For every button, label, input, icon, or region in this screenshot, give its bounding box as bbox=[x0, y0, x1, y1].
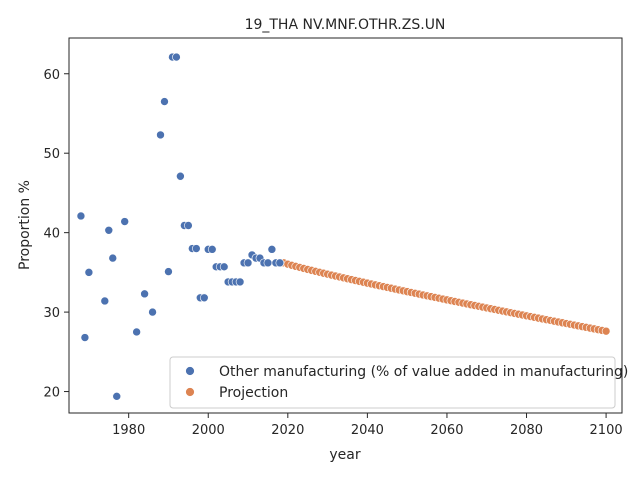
data-point-historical bbox=[84, 268, 94, 277]
data-point-historical bbox=[267, 245, 277, 254]
data-point-historical bbox=[275, 258, 285, 268]
x-tick-label: 2040 bbox=[351, 423, 384, 438]
data-point-historical bbox=[76, 211, 86, 221]
x-tick-label: 2000 bbox=[192, 423, 225, 438]
x-tick-label: 2080 bbox=[510, 423, 543, 438]
y-tick-label: 60 bbox=[43, 68, 60, 83]
data-point-historical bbox=[243, 258, 253, 268]
data-point-historical bbox=[176, 171, 185, 181]
plot-frame bbox=[68, 37, 623, 414]
data-point-historical bbox=[156, 130, 165, 140]
data-point-historical bbox=[108, 253, 118, 263]
legend-label-projection: Projection bbox=[219, 385, 288, 401]
data-point-historical bbox=[160, 97, 169, 106]
x-tick-label: 1980 bbox=[112, 423, 145, 438]
y-tick-label: 30 bbox=[43, 306, 60, 321]
y-axis-label: Proportion % bbox=[17, 180, 33, 270]
data-point-historical bbox=[164, 267, 173, 276]
data-point-historical bbox=[132, 327, 141, 337]
legend-label-historical: Other manufacturing (% of value added in… bbox=[219, 364, 628, 380]
y-tick-label: 40 bbox=[43, 227, 60, 242]
data-point-historical bbox=[80, 333, 90, 342]
projection-series bbox=[279, 258, 611, 336]
data-point-historical bbox=[104, 225, 114, 235]
x-axis-label: year bbox=[329, 447, 360, 463]
data-point-historical bbox=[192, 244, 201, 253]
data-point-historical bbox=[263, 258, 273, 268]
data-point-historical bbox=[120, 217, 129, 226]
x-tick-label: 2100 bbox=[590, 423, 623, 438]
legend-marker-historical bbox=[185, 366, 195, 376]
data-point-historical bbox=[199, 293, 209, 303]
legend-marker-projection bbox=[185, 387, 195, 397]
data-point-historical bbox=[235, 277, 245, 287]
data-point-historical bbox=[140, 289, 149, 299]
y-tick-label: 50 bbox=[43, 147, 60, 162]
data-point-historical bbox=[112, 392, 122, 401]
data-point-historical bbox=[172, 52, 181, 62]
data-point-projection bbox=[601, 326, 611, 336]
historical-series bbox=[76, 52, 285, 401]
x-tick-label: 2060 bbox=[430, 423, 463, 438]
y-axis: 20 30 40 50 60 bbox=[43, 68, 69, 401]
data-point-historical bbox=[148, 307, 157, 317]
legend: Other manufacturing (% of value added in… bbox=[169, 356, 628, 409]
legend-box bbox=[169, 356, 616, 409]
x-axis: 1980 2000 2020 2040 2060 2080 2100 bbox=[112, 413, 623, 438]
data-point-historical bbox=[100, 296, 110, 306]
y-tick-label: 20 bbox=[43, 386, 60, 401]
data-point-historical bbox=[219, 262, 229, 272]
data-point-historical bbox=[207, 245, 217, 254]
x-tick-label: 2020 bbox=[271, 423, 304, 438]
data-point-historical bbox=[184, 221, 193, 230]
chart-title: 19_THA NV.MNF.OTHR.ZS.UN bbox=[245, 17, 446, 33]
